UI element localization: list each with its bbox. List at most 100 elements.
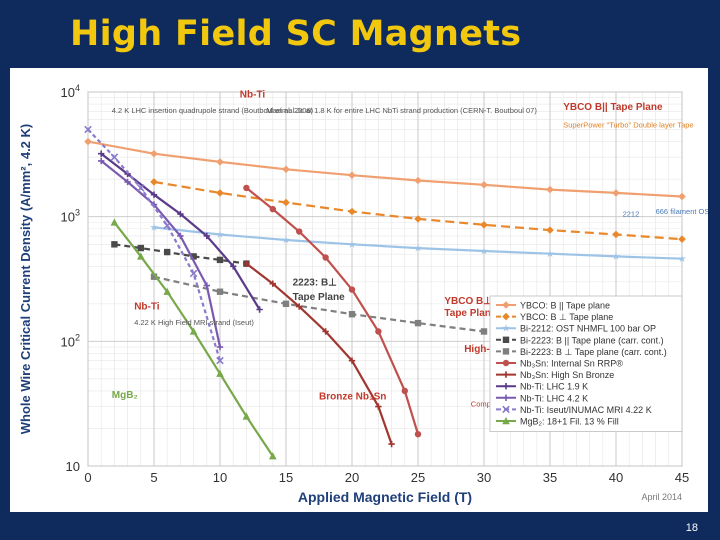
jc-vs-field-chart: 0 5 10 15 20 25 30 35 40 45 10 102 103 104 Applied Mag… xyxy=(18,83,708,505)
data-point xyxy=(296,303,303,310)
data-point xyxy=(414,243,422,252)
series-line xyxy=(100,160,222,348)
x-tick-label: 10 xyxy=(213,470,227,485)
x-tick-label: 30 xyxy=(477,470,491,485)
data-point xyxy=(612,189,620,197)
legend-label: MgB₂: 18+1 Fil. 13 % Fill xyxy=(520,417,619,427)
data-point xyxy=(414,215,422,223)
series-group xyxy=(110,218,277,460)
data-point xyxy=(124,178,131,186)
data-point xyxy=(256,306,263,313)
annotation: 4.2 K LHC insertion quadrupole strand (B… xyxy=(112,106,314,115)
data-point xyxy=(177,232,184,240)
data-point xyxy=(282,300,290,308)
data-point xyxy=(163,221,171,230)
y-axis-title: Whole Wire Critical Current Density (A/m… xyxy=(18,124,33,435)
data-point xyxy=(480,246,488,255)
data-point xyxy=(414,319,422,327)
y-tick-label: 103 xyxy=(61,208,80,225)
data-point xyxy=(137,184,145,192)
data-point xyxy=(111,241,118,248)
annotation: SuperPower "Turbo" Double layer Tape xyxy=(563,120,693,129)
data-point xyxy=(480,221,488,229)
annotation: 666 filament OST strand with NHMFL 100 b… xyxy=(656,207,708,216)
x-tick-label: 5 xyxy=(150,470,157,485)
series-group xyxy=(150,273,488,335)
data-point xyxy=(203,282,210,289)
legend-box xyxy=(489,295,683,433)
data-point xyxy=(502,405,510,414)
data-point xyxy=(502,324,510,332)
annotation: Bronze Nb₃Sn xyxy=(319,392,386,403)
page-number: 18 xyxy=(685,522,698,534)
data-point xyxy=(282,198,290,207)
x-tick-label: 45 xyxy=(675,470,689,485)
data-point xyxy=(269,205,276,213)
data-point xyxy=(678,254,686,263)
data-point xyxy=(502,417,510,425)
annotation: Maximal Jc at 1.8 K for entire LHC NbTi … xyxy=(266,106,537,115)
legend-label: Nb₃Sn: Internal Sn RRP® xyxy=(520,359,623,369)
data-point xyxy=(502,312,510,321)
data-point xyxy=(150,273,158,280)
data-point xyxy=(110,153,119,161)
data-point xyxy=(177,210,184,218)
data-point xyxy=(502,371,510,378)
series-line xyxy=(245,187,420,435)
x-tick-label: 40 xyxy=(609,470,623,485)
series-group xyxy=(243,260,395,448)
data-point xyxy=(269,452,277,460)
data-point xyxy=(348,240,356,248)
data-point xyxy=(98,150,105,157)
data-point xyxy=(502,394,510,401)
data-point xyxy=(164,248,171,256)
x-tick-label: 0 xyxy=(84,470,91,485)
annotation: Tape Plane xyxy=(293,292,345,303)
data-point xyxy=(269,280,276,287)
y-tick-exponent: 2 xyxy=(75,332,80,342)
data-point xyxy=(203,232,210,240)
annotation: 4.22 K High Field MRI strand (Iseut) xyxy=(134,318,254,327)
annotation: 2212 xyxy=(623,210,640,219)
data-point xyxy=(216,256,224,264)
data-point xyxy=(388,440,395,448)
x-tick-label: 35 xyxy=(543,470,557,485)
annotation: Nb-Ti xyxy=(240,90,266,101)
data-point xyxy=(502,359,510,367)
data-point xyxy=(296,228,303,235)
legend-label: Bi-2212: OST NHMFL 100 bar OP xyxy=(520,324,656,334)
data-point xyxy=(163,287,171,295)
annotation: YBCO B⊥ xyxy=(444,296,492,307)
y-tick-label: 10 xyxy=(66,459,80,474)
data-point xyxy=(216,356,224,365)
series-group xyxy=(150,223,686,263)
series-line xyxy=(87,140,683,198)
series-line xyxy=(114,243,247,265)
data-point xyxy=(137,244,144,252)
data-point xyxy=(190,253,197,260)
data-point xyxy=(414,430,422,438)
data-point xyxy=(546,249,554,258)
series-group xyxy=(84,125,224,365)
legend-label: Nb-Ti: LHC 4.2 K xyxy=(520,393,588,403)
annotation: Tape Plane xyxy=(444,308,496,319)
slide-title: High Field SC Magnets xyxy=(70,14,522,54)
data-point xyxy=(502,336,510,343)
annotation: 2223: B⊥ xyxy=(293,278,338,289)
data-point xyxy=(678,192,686,201)
y-tick-label: 102 xyxy=(61,332,80,349)
data-point xyxy=(216,343,224,351)
data-point xyxy=(189,269,198,278)
y-tick-exponent: 3 xyxy=(75,208,80,218)
data-point xyxy=(137,252,145,260)
data-point xyxy=(242,412,251,420)
legend-label: Nb-Ti: LHC 1.9 K xyxy=(520,382,588,392)
data-point xyxy=(189,327,198,335)
data-point xyxy=(216,288,224,295)
legend-label: Bi-2223: B ⊥ Tape plane (carr. cont.) xyxy=(520,347,667,357)
data-point xyxy=(243,184,250,192)
data-point xyxy=(348,357,356,364)
data-point xyxy=(230,263,237,270)
legend-label: YBCO: B ⊥ Tape plane xyxy=(520,312,613,322)
data-point xyxy=(546,185,554,194)
